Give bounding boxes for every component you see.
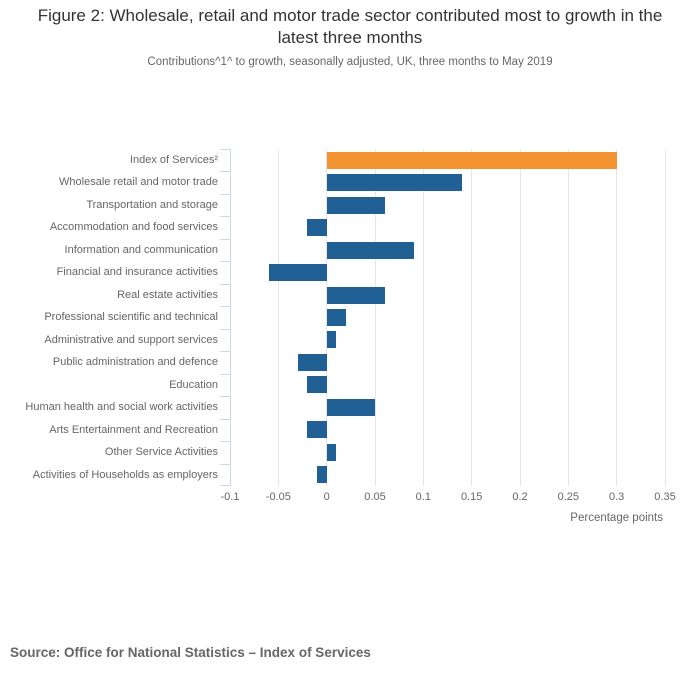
x-tick-label: 0.35 [654,491,676,503]
x-tick-label: 0.25 [557,491,580,503]
category-axis-tick [220,261,230,263]
source-text: Source: Office for National Statistics –… [10,645,371,660]
category-axis-line [230,149,231,486]
grid-line [277,149,279,486]
bar-6 [326,286,385,304]
grid-line [616,149,618,486]
category-axis-tick [220,306,230,308]
x-tick-label: 0.1 [415,491,431,503]
category-axis-tick [220,463,230,465]
category-axis-tick [220,396,230,398]
bar-13 [326,443,337,461]
bar-4 [326,241,414,259]
bar-12 [307,421,327,439]
category-label: Wholesale retail and motor trade [59,176,218,189]
grid-line [422,149,424,486]
category-axis-tick [220,441,230,443]
grid-line [664,149,666,486]
bar-2 [326,196,385,214]
x-tick-label: 0.3 [609,491,625,503]
category-axis-tick [220,418,230,420]
category-axis-tick [220,328,230,330]
category-label: Real estate activities [117,288,218,301]
chart-subtitle: Contributions^1^ to growth, seasonally a… [147,56,553,68]
x-tick-label: 0.15 [460,491,483,503]
bar-0 [326,151,617,169]
category-label: Professional scientific and technical [44,311,218,324]
category-label: Accommodation and food services [49,221,218,234]
category-axis-tick [220,193,230,195]
category-label: Index of Services² [129,154,218,166]
x-axis-title: Percentage points [570,512,663,524]
category-label: Human health and social work activities [25,401,218,414]
category-axis-tick [220,238,230,240]
category-axis-tick [220,283,230,285]
category-label: Financial and insurance activities [56,266,218,279]
category-axis-tick [220,216,230,218]
bar-10 [307,376,327,394]
x-tick-label: 0.05 [364,491,386,503]
category-label: Public administration and defence [52,356,218,369]
x-tick-label: 0 [323,491,330,503]
x-tick-label: -0.1 [220,491,240,503]
bar-7 [326,309,346,326]
category-label: Education [169,378,218,391]
category-axis-tick [220,149,230,150]
category-label: Activities of Households as employers [32,468,218,481]
chart-title: Figure 2: Wholesale, retail and motor tr… [0,5,700,49]
category-label: Other Service Activities [104,446,218,459]
bar-14 [317,466,327,484]
grid-line [471,149,473,486]
grid-line [567,149,569,486]
category-label: Arts Entertainment and Recreation [49,423,218,436]
chart-title-text: Figure 2: Wholesale, retail and motor tr… [37,6,663,47]
category-label: Transportation and storage [86,198,218,211]
category-axis-tick [220,485,230,486]
x-tick-label: -0.05 [265,491,291,503]
bar-3 [307,219,327,237]
category-label: Information and communication [64,243,218,256]
category-axis-tick [220,373,230,375]
grid-line [519,149,521,486]
bar-11 [326,398,375,416]
bar-8 [326,331,337,349]
bar-9 [297,353,327,371]
category-axis-tick [220,351,230,353]
category-axis-tick [220,171,230,173]
bar-5 [268,264,327,282]
grid-line [374,149,376,486]
x-tick-label: 0.2 [512,491,528,503]
category-label: Administrative and support services [44,333,218,346]
plot-area [220,149,666,486]
bar-1 [326,174,462,192]
